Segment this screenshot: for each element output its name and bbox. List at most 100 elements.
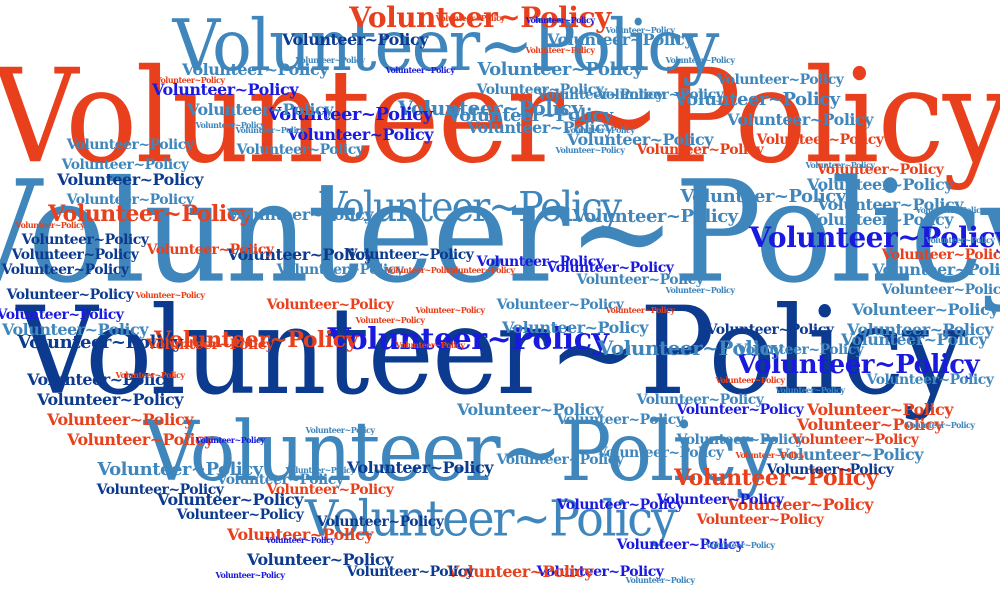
cloud-word: Volunteer~Policy (605, 305, 675, 315)
cloud-word: Volunteer~Policy (346, 458, 494, 477)
cloud-word: Volunteer~Policy (176, 507, 304, 523)
cloud-word: Volunteer~Policy (0, 149, 1000, 315)
cloud-word: Volunteer~Policy (806, 210, 954, 229)
cloud-word: Volunteer~Policy (816, 162, 944, 178)
cloud-word: Volunteer~Policy (596, 445, 724, 461)
cloud-word: Volunteer~Policy (385, 65, 455, 75)
cloud-word: Volunteer~Policy (846, 320, 994, 339)
cloud-word: Volunteer~Policy (295, 55, 365, 65)
cloud-word: Volunteer~Policy (735, 450, 805, 460)
cloud-word: Volunteer~Policy (236, 142, 364, 158)
cloud-word: Volunteer~Policy (866, 372, 994, 388)
cloud-word: Volunteer~Policy (304, 488, 677, 548)
cloud-word: Volunteer~Policy (806, 400, 954, 419)
cloud-word: Volunteer~Policy (435, 13, 505, 23)
cloud-word: Volunteer~Policy (905, 420, 975, 430)
cloud-word: Volunteer~Policy (226, 245, 374, 264)
cloud-word: Volunteer~Policy (135, 290, 205, 300)
cloud-word: Volunteer~Policy (656, 492, 784, 508)
cloud-word: Volunteer~Policy (155, 75, 225, 85)
cloud-word: Volunteer~Policy (625, 575, 695, 585)
cloud-word: Volunteer~Policy (756, 132, 884, 148)
cloud-word: Volunteer~Policy (555, 145, 625, 155)
cloud-word: Volunteer~Policy (154, 327, 358, 353)
cloud-word: Volunteer~Policy (616, 537, 744, 553)
cloud-word: Volunteer~Policy (775, 385, 845, 395)
cloud-word: Volunteer~Policy (496, 297, 624, 313)
cloud-word: Volunteer~Policy (915, 205, 985, 215)
cloud-word: Volunteer~Policy (705, 540, 775, 550)
cloud-word: Volunteer~Policy (726, 110, 874, 129)
cloud-word: Volunteer~Policy (816, 195, 964, 214)
cloud-word: Volunteer~Policy (636, 392, 764, 408)
cloud-word: Volunteer~Policy (477, 59, 643, 80)
cloud-word: Volunteer~Policy (235, 125, 305, 135)
cloud-word: Volunteer~Policy (556, 412, 684, 428)
cloud-word: Volunteer~Policy (17, 332, 183, 353)
cloud-word: Volunteer~Policy (48, 201, 252, 227)
cloud-word: Volunteer~Policy (265, 535, 335, 545)
cloud-word: Volunteer~Policy (146, 337, 274, 353)
cloud-word: Volunteer~Policy (286, 125, 434, 144)
cloud-word: Volunteer~Policy (496, 452, 624, 468)
cloud-word: Volunteer~Policy (246, 550, 394, 569)
cloud-word: Volunteer~Policy (456, 400, 604, 419)
cloud-word: Volunteer~Policy (305, 425, 375, 435)
cloud-word: Volunteer~Policy (11, 247, 139, 263)
cloud-word: Volunteer~Policy (355, 315, 425, 325)
cloud-word: Volunteer~Policy (66, 137, 194, 153)
cloud-word: Volunteer~Policy (226, 205, 374, 224)
cloud-word: Volunteer~Policy (21, 232, 149, 248)
cloud-word: Volunteer~Policy (636, 142, 764, 158)
cloud-word: Volunteer~Policy (266, 297, 394, 313)
cloud-word: Volunteer~Policy (216, 472, 344, 488)
cloud-word: Volunteer~Policy (97, 459, 263, 480)
cloud-word: Volunteer~Policy (572, 206, 738, 227)
cloud-word: Volunteer~Policy (447, 105, 613, 126)
cloud-word: Volunteer~Policy (327, 322, 609, 357)
cloud-word: Volunteer~Policy (676, 402, 804, 418)
cloud-word: Volunteer~Policy (674, 89, 840, 110)
cloud-word: Volunteer~Policy (840, 330, 988, 349)
cloud-word: Volunteer~Policy (749, 221, 1000, 254)
cloud-word: Volunteer~Policy (1, 320, 149, 339)
cloud-word: Volunteer~Policy (349, 1, 611, 34)
cloud-word: Volunteer~Policy (195, 435, 265, 445)
cloud-word: Volunteer~Policy (266, 482, 394, 498)
cloud-word: Volunteer~Policy (565, 125, 635, 135)
cloud-word: Volunteer~Policy (36, 390, 184, 409)
cloud-word: Volunteer~Policy (446, 562, 594, 581)
cloud-word: Volunteer~Policy (536, 564, 664, 580)
cloud-word: Volunteer~Policy (46, 410, 194, 429)
cloud-word: Volunteer~Policy (576, 272, 704, 288)
cloud-word: Volunteer~Policy (676, 432, 804, 448)
cloud-word: Volunteer~Policy (546, 30, 694, 49)
cloud-word: Volunteer~Policy (925, 235, 995, 245)
cloud-word: Volunteer~Policy (397, 96, 583, 120)
cloud-word: Volunteer~Policy (716, 72, 844, 88)
cloud-word: Volunteer~Policy (525, 15, 595, 25)
cloud-word: Volunteer~Policy (501, 318, 649, 337)
cloud-word: Volunteer~Policy (796, 415, 944, 434)
cloud-word: Volunteer~Policy (26, 370, 174, 389)
cloud-word: Volunteer~Policy (415, 305, 485, 315)
cloud-word: Volunteer~Policy (215, 570, 285, 580)
cloud-word: Volunteer~Policy (156, 490, 304, 509)
cloud-word: Volunteer~Policy (66, 192, 194, 208)
cloud-word: Volunteer~Policy (445, 265, 515, 275)
cloud-word: Volunteer~Policy (143, 403, 778, 500)
cloud-word: Volunteer~Policy (0, 42, 1000, 193)
cloud-word: Volunteer~Policy (66, 430, 214, 449)
cloud-word: Volunteer~Policy (115, 370, 185, 380)
cloud-word: Volunteer~Policy (281, 30, 429, 49)
cloud-word: Volunteer~Policy (276, 262, 404, 278)
cloud-word: Volunteer~Policy (346, 564, 474, 580)
cloud-word: Volunteer~Policy (6, 287, 134, 303)
cloud-word: Volunteer~Policy (316, 514, 444, 530)
cloud-word: Volunteer~Policy (186, 100, 334, 119)
cloud-word: Volunteer~Policy (680, 186, 846, 207)
cloud-word: Volunteer~Policy (16, 281, 966, 423)
cloud-word: Volunteer~Policy (195, 120, 265, 130)
cloud-word: Volunteer~Policy (395, 340, 465, 350)
